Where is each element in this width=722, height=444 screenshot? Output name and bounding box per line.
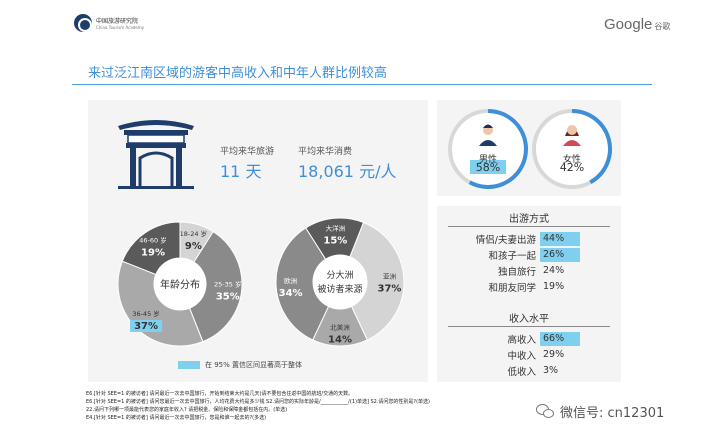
footnote: E4.[针对 SEE=1 的被访者] 请问最近一次去中国旅行，您是和谁一起去的?… — [86, 415, 267, 421]
female-value: 42% — [559, 161, 585, 174]
age-category-label: 25-35 岁 — [214, 280, 241, 289]
income-value: 66% — [540, 332, 580, 346]
continent-value-label: 37% — [378, 283, 402, 294]
male-label: 男性 — [478, 155, 497, 165]
female-gauge-arc — [571, 109, 612, 185]
gender-gauges — [448, 109, 612, 189]
age-highlight — [130, 319, 163, 332]
stat-value: 11 天 — [220, 162, 262, 181]
male-gauge-arc — [468, 109, 528, 189]
income-label: 高收入 — [507, 335, 536, 346]
continent-value-label: 15% — [323, 236, 347, 247]
continent-category-label: 大洋洲 — [326, 224, 346, 233]
age-value-label: 35% — [216, 292, 240, 303]
legend-label: 在 95% 置信区间显著高于整体 — [205, 361, 303, 369]
age-category-label: 36-45 岁 — [132, 309, 159, 318]
income-divider — [448, 326, 610, 327]
age-category-label: 46-60 岁 — [139, 235, 166, 244]
brand-name-cn: 谷歌 — [654, 22, 671, 31]
stat-label: 平均来华旅游 — [220, 147, 275, 157]
travel-mode-heading: 出游方式 — [509, 214, 549, 225]
income-value: 29% — [543, 349, 565, 360]
org-name-cn: 中国旅游研究院 — [96, 18, 139, 25]
continent-value-label: 34% — [279, 288, 303, 299]
stat-label: 平均来华消费 — [298, 147, 353, 157]
stat-stay-days: 平均来华旅游 11 天 — [220, 144, 274, 182]
travel-mode-value: 19% — [543, 281, 565, 292]
brand-logo: Google 谷歌 — [604, 16, 670, 33]
female-label: 女性 — [562, 155, 581, 165]
footnote: E6.[针对 SEE=1 的被访者] 请问最近一次去中国旅行，开始到结束大约是几… — [86, 391, 354, 397]
income-row: 低收入 3% — [440, 364, 620, 378]
female-icon — [563, 125, 581, 146]
continent-category-label: 北美洲 — [330, 323, 350, 332]
age-value-label: 37% — [134, 321, 158, 332]
header: 中国旅游研究院 China Tourism Academy Google 谷歌 — [0, 0, 722, 54]
continent-chart-title-line1: 分大洲 — [326, 269, 353, 281]
travel-mode-label: 和孩子一起 — [488, 251, 536, 262]
org-name-en: China Tourism Academy — [96, 25, 145, 30]
stat-value: 18,061 元/人 — [298, 162, 397, 181]
stat-spend: 平均来华消费 18,061 元/人 — [298, 144, 396, 182]
brand-name: Google — [604, 16, 653, 33]
male-icon — [479, 124, 497, 146]
age-value-label: 19% — [141, 247, 165, 258]
pavilion-icon — [118, 120, 194, 189]
continent-category-label: 亚洲 — [383, 272, 396, 280]
continent-source-chart: 大洋洲 15% 亚洲 37% 北美洲 14% 欧洲 34% 分大洲 被访者来源 — [275, 217, 405, 347]
footnotes: E6.[针对 SEE=1 的被访者] 请问最近一次去中国旅行，开始到结束大约是几… — [86, 390, 430, 422]
travel-mode-value: 26% — [540, 248, 580, 262]
right-panel-gap — [437, 196, 621, 206]
continent-chart-title-line2: 被访者来源 — [317, 283, 362, 295]
income-value: 3% — [543, 365, 559, 376]
income-label: 中收入 — [507, 351, 536, 362]
travel-mode-row: 独自旅行 24% — [440, 264, 620, 278]
footnote: 22.请问下列哪一项最能代表您的家庭年收入? 请把税金、保险和保障金都包括在内。… — [86, 407, 288, 413]
footnote: E6.[针对 SEE=1 的被访者] 请问您最近一次去中国旅行，人均花费大约是多… — [86, 399, 430, 405]
male-value: 58% — [475, 161, 501, 174]
significance-legend: 在 95% 置信区间显著高于整体 — [178, 360, 302, 370]
age-distribution-chart: 18-24 岁9%25-35 岁35%36-45 岁37%46-60 岁19% … — [117, 221, 243, 347]
org-logo: 中国旅游研究院 China Tourism Academy — [74, 14, 144, 32]
travel-mode-divider — [448, 226, 610, 227]
travel-mode-label: 独自旅行 — [497, 267, 536, 278]
page-title: 来过泛江南区域的游客中高收入和中年人群比例较高 — [88, 66, 388, 81]
continent-value-label: 14% — [328, 335, 352, 346]
income-row: 高收入 66% — [440, 332, 620, 346]
age-category-label: 18-24 岁 — [180, 229, 207, 238]
legend-swatch — [178, 361, 200, 369]
title-divider — [72, 84, 652, 85]
income-label: 低收入 — [507, 367, 536, 378]
age-chart-title: 年龄分布 — [160, 278, 200, 291]
travel-mode-row: 和朋友同学 19% — [440, 280, 620, 294]
watermark-text: 微信号: cn12301 — [560, 406, 665, 421]
income-row: 中收入 29% — [440, 348, 620, 362]
travel-mode-value: 44% — [540, 232, 580, 246]
travel-mode-row: 和孩子一起 26% — [440, 248, 620, 262]
travel-mode-label: 情侣/夫妻出游 — [475, 235, 536, 246]
continent-category-label: 欧洲 — [284, 276, 297, 285]
male-highlight — [470, 160, 506, 174]
wechat-watermark: 微信号: cn12301 — [536, 402, 664, 421]
age-value-label: 9% — [185, 241, 202, 252]
income-heading: 收入水平 — [509, 314, 549, 325]
travel-mode-label: 和朋友同学 — [488, 283, 536, 294]
travel-mode-value: 24% — [543, 265, 565, 276]
org-logo-icon — [74, 14, 92, 32]
wechat-icon — [536, 403, 556, 420]
travel-mode-row: 情侣/夫妻出游 44% — [440, 232, 620, 246]
